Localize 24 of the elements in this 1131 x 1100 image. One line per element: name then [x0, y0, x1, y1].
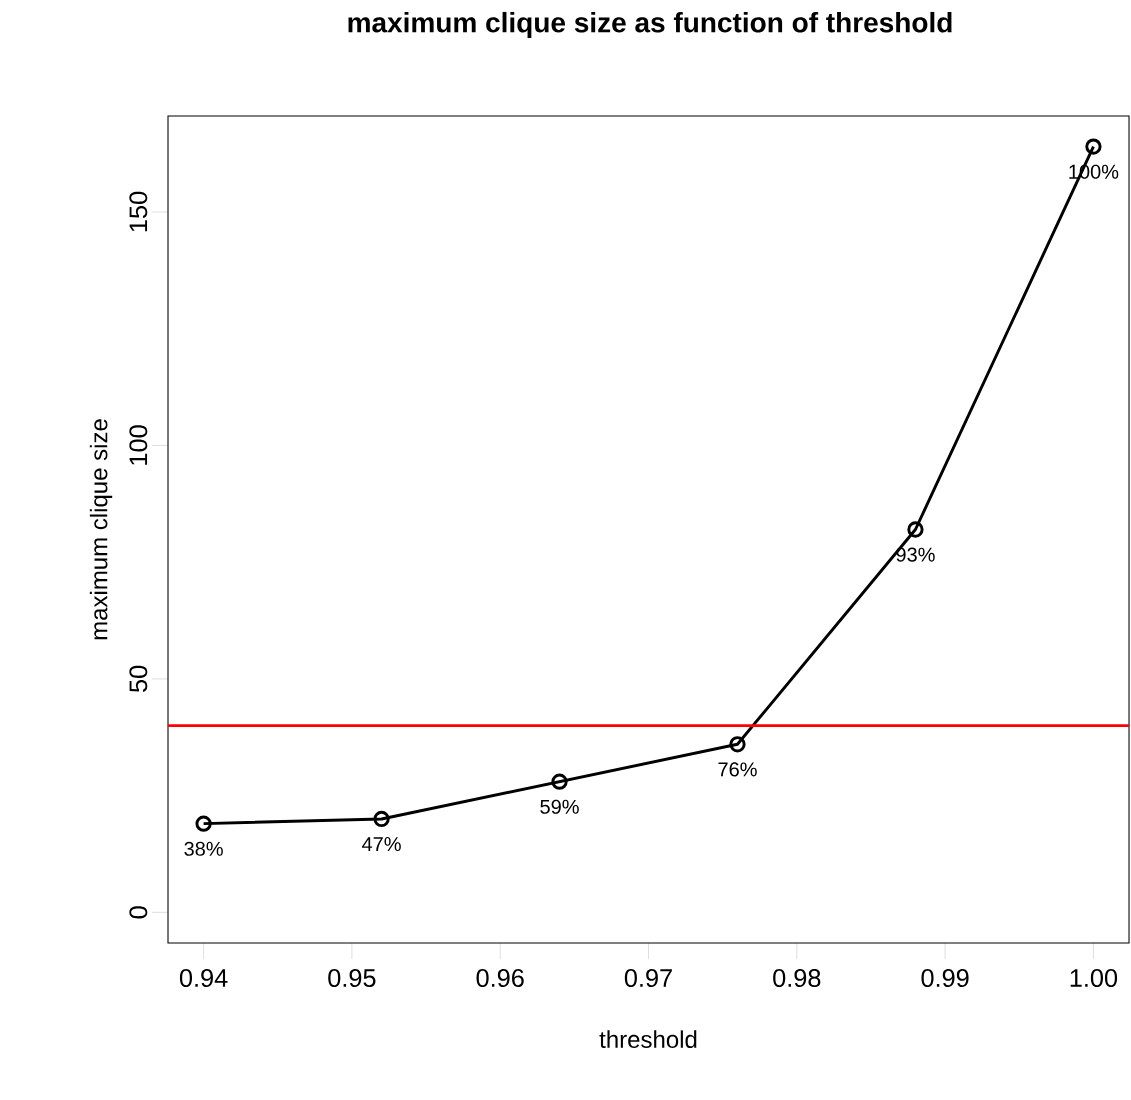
y-tick-label: 100: [129, 425, 148, 465]
y-tick-label: 150: [129, 191, 148, 232]
chart-title: maximum clique size as function of threshold: [348, 11, 952, 39]
x-tick-label: 0.97: [624, 969, 672, 987]
point: [729, 736, 746, 753]
x-tick-label: 0.98: [773, 969, 821, 987]
y-axis-title: maximum clique size: [89, 419, 113, 640]
point: [1085, 138, 1102, 155]
annotation: 76%: [718, 762, 757, 777]
annotation: 38%: [184, 841, 223, 856]
point: [373, 810, 390, 828]
y-tick-label: 50: [129, 665, 148, 692]
point: [907, 521, 924, 538]
x-tick-label: 0.95: [328, 969, 376, 987]
point: [551, 773, 568, 790]
x-tick-label: 0.99: [921, 969, 969, 987]
x-tick-label: 0.94: [179, 969, 228, 987]
annotation: 47%: [362, 837, 401, 852]
x-axis-title: threshold: [599, 1030, 697, 1048]
x-tick-label: 1.00: [1070, 969, 1118, 987]
y-tick-label: 0: [129, 906, 148, 919]
annotation: 59%: [540, 799, 579, 814]
x-tick-label: 0.96: [476, 969, 524, 987]
point: [195, 815, 212, 832]
